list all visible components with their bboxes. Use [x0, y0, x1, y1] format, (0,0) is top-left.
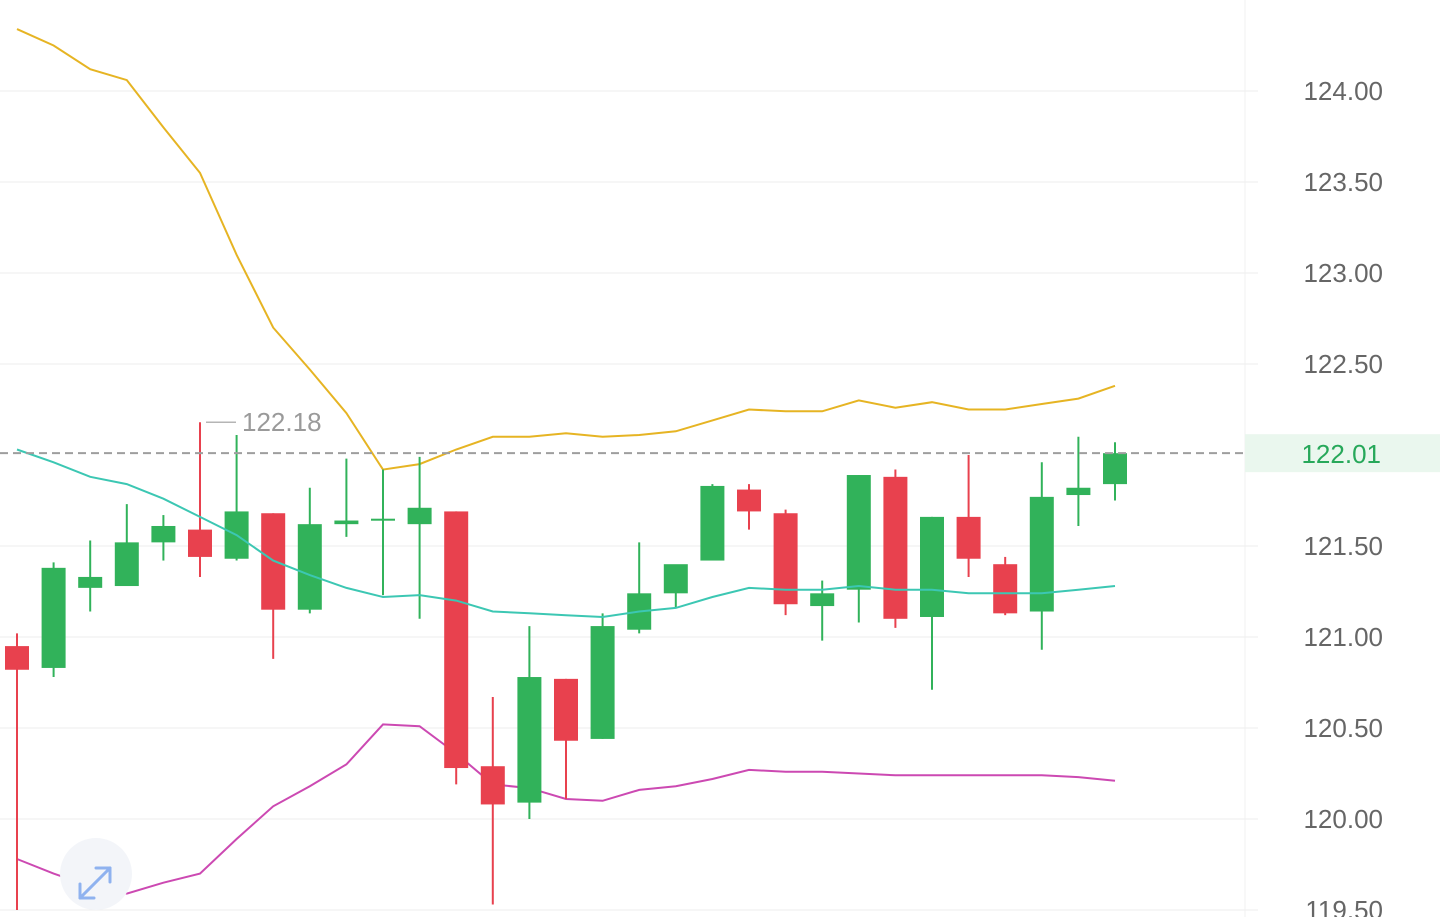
last-price-tag [1245, 434, 1440, 473]
candle-body [444, 511, 469, 769]
candle-body [78, 576, 103, 588]
candle-body [188, 529, 212, 557]
candle-body [1103, 453, 1127, 485]
candle-body [663, 564, 688, 594]
candle-body [920, 516, 944, 617]
candle-body [846, 475, 871, 590]
candle-body [407, 507, 432, 525]
y-tick-label: 123.50 [1303, 167, 1383, 197]
y-tick-label: 121.00 [1303, 622, 1383, 652]
y-tick-label: 120.50 [1303, 713, 1383, 743]
candle-body [883, 476, 908, 619]
candle-body [334, 520, 359, 525]
candle-body [554, 678, 578, 741]
upper-band-line [16, 28, 1116, 471]
candle-body [480, 766, 505, 805]
y-tick-label: 119.50 [1305, 895, 1383, 917]
candle-body [1066, 487, 1091, 496]
candle-body [956, 516, 981, 559]
high-marker-label: 122.18 [242, 407, 322, 437]
candle-body [700, 485, 725, 561]
candle-body [297, 524, 322, 610]
candle-body [114, 542, 139, 587]
middle-band-line [16, 448, 1116, 619]
candle-body [993, 564, 1018, 614]
candle-body [590, 626, 615, 739]
y-tick-label: 123.00 [1303, 258, 1383, 288]
candle-body [5, 646, 29, 670]
expand-arrows-icon [78, 866, 112, 900]
candle-body [371, 518, 395, 521]
last-price-label: 122.01 [1301, 439, 1381, 469]
y-tick-label: 122.50 [1303, 349, 1383, 379]
candle-body [1029, 496, 1054, 612]
y-tick-label: 121.50 [1303, 531, 1383, 561]
candle-body [517, 677, 542, 803]
candle-body [41, 567, 66, 668]
candle-body [737, 489, 761, 512]
candle-body [151, 525, 176, 543]
candle-body [810, 593, 835, 607]
y-tick-label: 120.00 [1303, 804, 1383, 834]
lower-band-line [16, 723, 1116, 895]
expand-chart-button[interactable] [60, 838, 132, 910]
y-tick-label: 124.00 [1303, 76, 1383, 106]
